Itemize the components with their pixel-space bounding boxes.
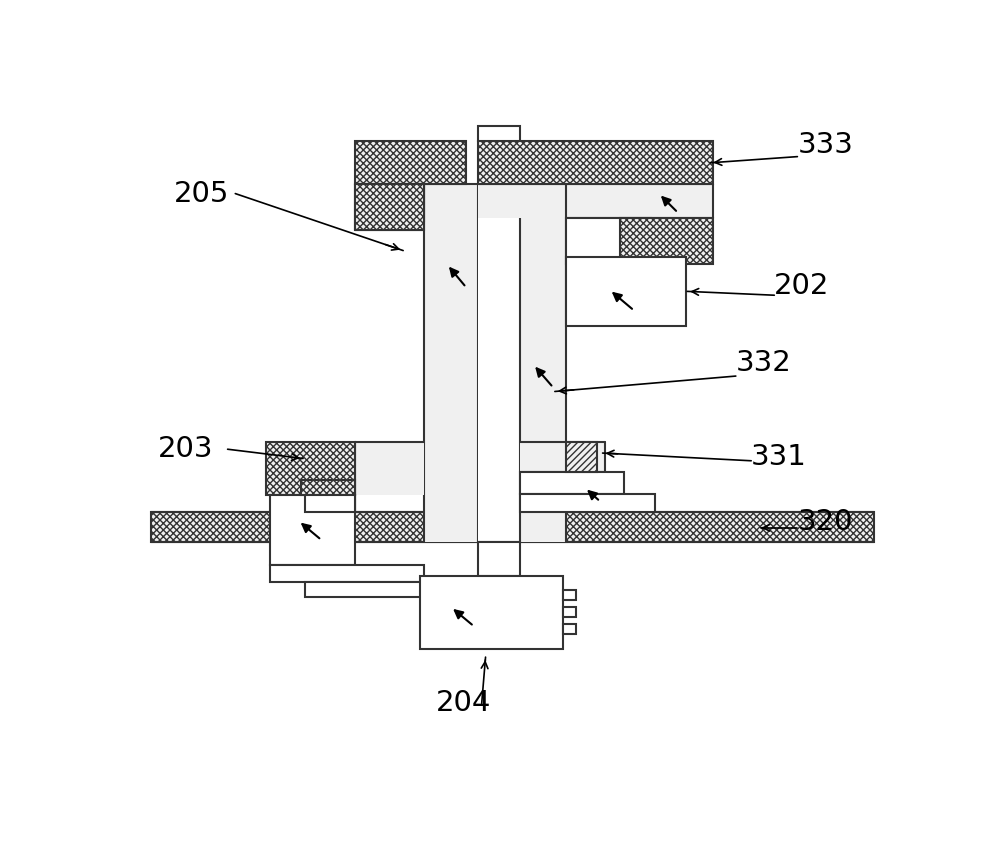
Bar: [355, 183, 424, 229]
Bar: [151, 513, 874, 542]
Bar: [563, 607, 576, 617]
Bar: [520, 473, 624, 494]
Text: 203: 203: [158, 435, 214, 463]
Bar: [566, 218, 651, 265]
Bar: [520, 442, 605, 473]
Bar: [478, 126, 520, 141]
Bar: [478, 183, 713, 218]
Text: 333: 333: [797, 131, 853, 159]
Bar: [355, 442, 424, 496]
Bar: [420, 576, 563, 650]
Bar: [355, 141, 466, 183]
Bar: [478, 542, 520, 576]
Bar: [520, 494, 655, 513]
Text: 332: 332: [736, 349, 792, 377]
Text: 204: 204: [436, 689, 491, 717]
Text: 331: 331: [751, 443, 807, 471]
Bar: [520, 183, 566, 542]
Bar: [620, 218, 713, 265]
Text: 205: 205: [174, 180, 229, 208]
Bar: [563, 624, 576, 634]
Bar: [478, 141, 713, 183]
Bar: [478, 183, 520, 542]
Bar: [566, 257, 686, 326]
Bar: [266, 442, 355, 496]
Text: 320: 320: [797, 508, 853, 537]
Bar: [305, 582, 424, 597]
Bar: [424, 183, 478, 542]
Bar: [270, 496, 355, 565]
Bar: [301, 480, 355, 496]
Bar: [270, 565, 424, 582]
Bar: [566, 442, 597, 473]
Bar: [305, 496, 355, 513]
Bar: [563, 590, 576, 600]
Text: 202: 202: [774, 272, 830, 300]
